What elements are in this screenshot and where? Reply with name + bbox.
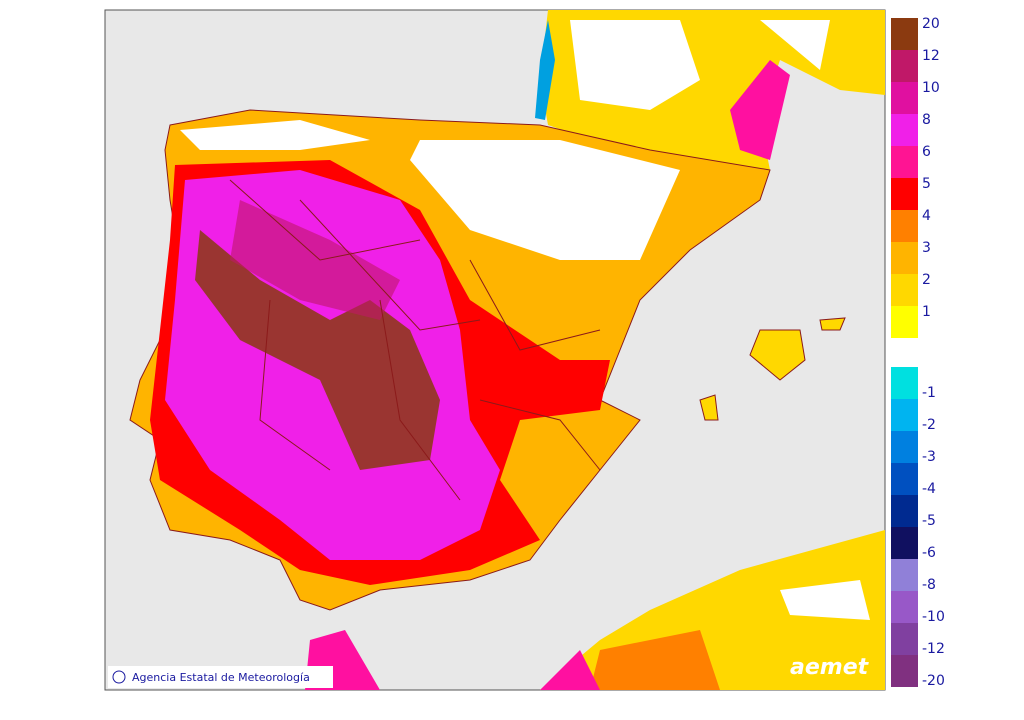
legend-swatch xyxy=(891,18,918,50)
legend-swatch xyxy=(891,399,918,431)
legend-swatch xyxy=(891,431,918,463)
legend-label: 10 xyxy=(922,80,940,96)
extreme xyxy=(195,230,440,470)
legend-label: 3 xyxy=(922,240,931,256)
credit-box xyxy=(108,666,333,688)
province-borders xyxy=(229,179,601,501)
legend-swatch xyxy=(891,242,918,274)
legend-swatch xyxy=(891,591,918,623)
africa-hot xyxy=(305,630,600,690)
islands xyxy=(699,317,846,421)
legend-label: -3 xyxy=(922,449,936,465)
legend-swatch xyxy=(891,82,918,114)
africa-mild xyxy=(780,580,870,620)
legend-label: 2 xyxy=(922,272,931,288)
legend-label: -1 xyxy=(922,385,936,401)
legend-swatch xyxy=(891,274,918,306)
legend-swatch xyxy=(891,527,918,559)
legend-label: -10 xyxy=(922,609,945,625)
legend-swatch xyxy=(891,210,918,242)
legend-label: 6 xyxy=(922,144,931,160)
legend-swatch xyxy=(891,367,918,399)
iberia-north-mild xyxy=(180,120,680,260)
africa-warm xyxy=(590,630,720,690)
copyright-icon xyxy=(112,670,126,684)
legend-label: -6 xyxy=(922,545,936,561)
legend-swatch xyxy=(891,655,918,687)
legend-label: 20 xyxy=(922,16,940,32)
logo: aemet xyxy=(790,655,870,680)
legend-swatch xyxy=(891,50,918,82)
legend-label: -2 xyxy=(922,417,936,433)
legend-label: -20 xyxy=(922,673,945,689)
strong xyxy=(230,200,400,320)
legend-label: -8 xyxy=(922,577,936,593)
legend-swatch xyxy=(891,178,918,210)
legend-label: 1 xyxy=(922,304,931,320)
legend: 20 12 10 8 6 5 4 3 2 1 -1 -2 -3 -4 -5 -6 -8 -10 -12 -20 xyxy=(891,16,945,689)
legend-swatch xyxy=(891,559,918,591)
legend-label: 12 xyxy=(922,48,940,64)
credit: Agencia Estatal de Meteorología xyxy=(132,671,310,684)
legend-label: 8 xyxy=(922,112,931,128)
legend-label: -4 xyxy=(922,481,936,497)
france-white xyxy=(570,20,830,110)
legend-label: -12 xyxy=(922,641,945,657)
france-hot xyxy=(730,60,790,160)
legend-swatch xyxy=(891,623,918,655)
legend-swatch xyxy=(891,146,918,178)
map: Agencia Estatal de Meteorología aemet xyxy=(104,9,886,691)
legend-swatch xyxy=(891,495,918,527)
legend-swatch xyxy=(891,306,918,338)
coast-cool xyxy=(535,20,555,120)
legend-swatch xyxy=(891,114,918,146)
legend-label: 5 xyxy=(922,176,931,192)
legend-label: 4 xyxy=(922,208,931,224)
legend-swatch xyxy=(891,463,918,495)
legend-label: -5 xyxy=(922,513,936,529)
